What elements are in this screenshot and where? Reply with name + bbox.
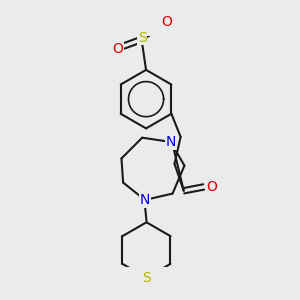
Text: N: N [166,135,176,149]
Text: O: O [206,180,217,194]
Text: S: S [142,271,151,285]
Text: S: S [138,31,147,44]
Text: O: O [112,42,123,56]
Text: N: N [140,193,150,207]
Text: O: O [161,15,172,29]
